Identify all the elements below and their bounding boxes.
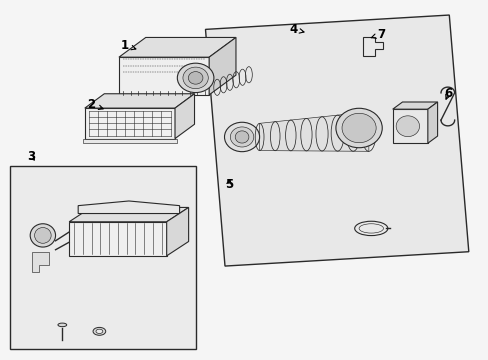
Ellipse shape — [395, 116, 419, 136]
Polygon shape — [32, 252, 49, 272]
Polygon shape — [119, 57, 209, 95]
Polygon shape — [392, 102, 437, 109]
Text: 3: 3 — [27, 150, 35, 163]
Polygon shape — [175, 94, 194, 139]
Text: 5: 5 — [224, 178, 233, 191]
Polygon shape — [259, 112, 368, 151]
Text: 7: 7 — [370, 28, 385, 41]
Polygon shape — [205, 15, 468, 266]
Polygon shape — [69, 222, 166, 256]
Polygon shape — [166, 207, 188, 256]
Ellipse shape — [341, 113, 375, 143]
Ellipse shape — [224, 122, 259, 152]
Ellipse shape — [235, 131, 248, 143]
Ellipse shape — [96, 329, 102, 333]
Ellipse shape — [35, 228, 51, 243]
Polygon shape — [392, 109, 427, 143]
Text: 1: 1 — [121, 39, 136, 52]
Polygon shape — [78, 201, 179, 213]
Polygon shape — [83, 139, 177, 143]
Ellipse shape — [58, 323, 66, 327]
Polygon shape — [84, 108, 175, 139]
Polygon shape — [427, 102, 437, 143]
Text: 6: 6 — [443, 87, 451, 100]
Text: 2: 2 — [87, 98, 103, 111]
Polygon shape — [209, 37, 236, 95]
Ellipse shape — [335, 108, 382, 148]
Ellipse shape — [230, 127, 253, 147]
Ellipse shape — [93, 327, 105, 335]
Polygon shape — [69, 207, 188, 222]
Polygon shape — [84, 94, 194, 108]
Ellipse shape — [183, 67, 208, 89]
Bar — [10, 166, 195, 348]
Ellipse shape — [30, 224, 56, 247]
Ellipse shape — [188, 72, 203, 84]
Text: 4: 4 — [288, 23, 304, 36]
Polygon shape — [362, 37, 382, 56]
Ellipse shape — [177, 63, 213, 93]
Polygon shape — [119, 37, 236, 57]
